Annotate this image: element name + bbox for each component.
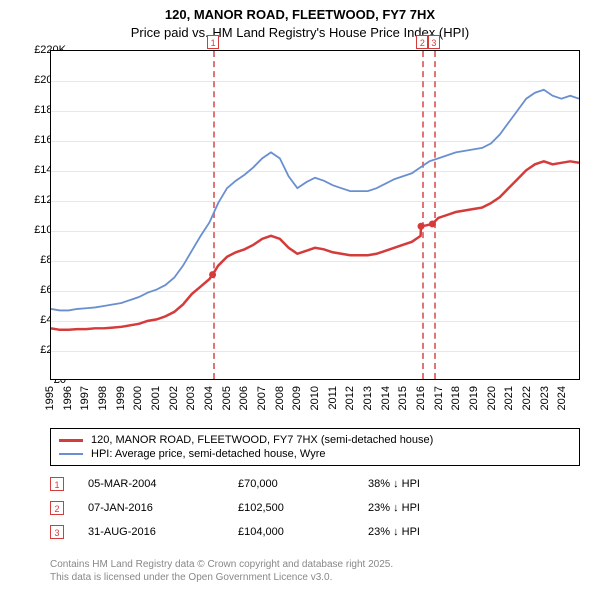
x-axis-label: 2005: [221, 386, 233, 410]
footer-line2: This data is licensed under the Open Gov…: [50, 571, 393, 584]
sale-marker-badge: 2: [416, 35, 428, 49]
x-axis-label: 2021: [503, 386, 515, 410]
sale-date: 31-AUG-2016: [88, 526, 238, 538]
x-axis-label: 2018: [450, 386, 462, 410]
x-axis-label: 2002: [168, 386, 180, 410]
x-axis-label: 2008: [274, 386, 286, 410]
sale-marker-badge: 1: [207, 35, 219, 49]
sale-price: £70,000: [238, 478, 368, 490]
x-axis-label: 1995: [44, 386, 56, 410]
x-axis-label: 2015: [397, 386, 409, 410]
x-axis-label: 2019: [468, 386, 480, 410]
title-block: 120, MANOR ROAD, FLEETWOOD, FY7 7HX Pric…: [0, 0, 600, 41]
x-axis-label: 1997: [79, 386, 91, 410]
x-axis-label: 2004: [203, 386, 215, 410]
x-axis-label: 2000: [132, 386, 144, 410]
sale-index-badge: 3: [50, 525, 64, 539]
sale-row: 1 05-MAR-2004£70,00038% ↓ HPI: [50, 472, 580, 496]
sale-date: 05-MAR-2004: [88, 478, 238, 490]
sale-row: 3 31-AUG-2016£104,00023% ↓ HPI: [50, 520, 580, 544]
x-axis-label: 2009: [291, 386, 303, 410]
legend-swatch: [59, 453, 83, 455]
x-axis-label: 2012: [344, 386, 356, 410]
x-axis-label: 2003: [185, 386, 197, 410]
x-axis-label: 1999: [115, 386, 127, 410]
x-axis-label: 2014: [380, 386, 392, 410]
sale-index-badge: 1: [50, 477, 64, 491]
sale-row: 2 07-JAN-2016£102,50023% ↓ HPI: [50, 496, 580, 520]
footer-attribution: Contains HM Land Registry data © Crown c…: [50, 558, 393, 584]
sale-dot: [209, 271, 216, 278]
legend-item: 120, MANOR ROAD, FLEETWOOD, FY7 7HX (sem…: [59, 433, 571, 447]
x-axis-label: 2020: [486, 386, 498, 410]
series-price_paid: [51, 161, 579, 329]
legend-item: HPI: Average price, semi-detached house,…: [59, 447, 571, 461]
x-axis-label: 2001: [150, 386, 162, 410]
sale-price: £102,500: [238, 502, 368, 514]
title-address: 120, MANOR ROAD, FLEETWOOD, FY7 7HX: [0, 6, 600, 24]
chart-plot-area: 123: [50, 50, 580, 380]
chart-container: 120, MANOR ROAD, FLEETWOOD, FY7 7HX Pric…: [0, 0, 600, 590]
x-axis-label: 2016: [415, 386, 427, 410]
x-axis-label: 1996: [62, 386, 74, 410]
sale-dot: [418, 223, 425, 230]
x-axis-label: 2022: [521, 386, 533, 410]
sale-index-badge: 2: [50, 501, 64, 515]
series-hpi: [51, 90, 579, 311]
sale-dot: [429, 220, 436, 227]
x-axis-label: 2011: [327, 386, 339, 410]
legend-box: 120, MANOR ROAD, FLEETWOOD, FY7 7HX (sem…: [50, 428, 580, 466]
sale-date: 07-JAN-2016: [88, 502, 238, 514]
x-axis-label: 1998: [97, 386, 109, 410]
sale-hpi-diff: 23% ↓ HPI: [368, 502, 420, 514]
x-axis-label: 2013: [362, 386, 374, 410]
sale-hpi-diff: 23% ↓ HPI: [368, 526, 420, 538]
x-axis-label: 2024: [556, 386, 568, 410]
sale-marker-badge: 3: [428, 35, 440, 49]
legend-swatch: [59, 439, 83, 442]
legend-label: 120, MANOR ROAD, FLEETWOOD, FY7 7HX (sem…: [91, 434, 433, 446]
x-axis-label: 2006: [238, 386, 250, 410]
x-axis-label: 2007: [256, 386, 268, 410]
x-axis-label: 2023: [539, 386, 551, 410]
sales-table: 1 05-MAR-2004£70,00038% ↓ HPI 2 07-JAN-2016…: [50, 472, 580, 544]
sale-price: £104,000: [238, 526, 368, 538]
sale-hpi-diff: 38% ↓ HPI: [368, 478, 420, 490]
title-subtitle: Price paid vs. HM Land Registry's House …: [0, 24, 600, 42]
legend-label: HPI: Average price, semi-detached house,…: [91, 448, 325, 460]
footer-line1: Contains HM Land Registry data © Crown c…: [50, 558, 393, 571]
x-axis-label: 2017: [433, 386, 445, 410]
x-axis-label: 2010: [309, 386, 321, 410]
chart-lines: [51, 51, 579, 379]
